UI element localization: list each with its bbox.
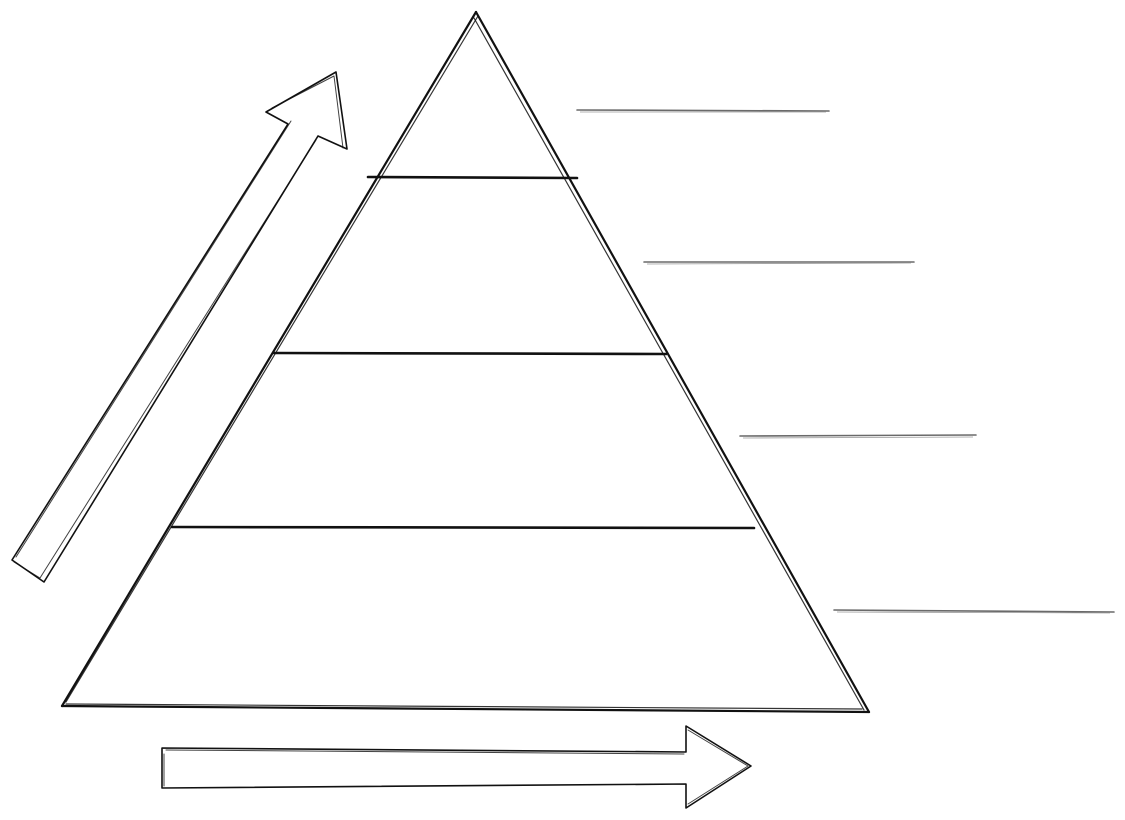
pyramid-left-edge-overstroke [65, 15, 479, 703]
tier-divider-1 [366, 175, 579, 180]
horizontal-arrow-overstroke [163, 729, 749, 805]
tier-dividers [170, 175, 756, 530]
tier-divider-3 [170, 525, 756, 530]
answer-blank-3[interactable] [739, 434, 977, 439]
answer-blanks [576, 109, 1115, 614]
answer-blank-4[interactable] [833, 609, 1115, 614]
pyramid-base-overstroke [65, 703, 863, 710]
diagonal-arrow-overstroke [13, 75, 344, 579]
pyramid-right-edge [474, 10, 871, 714]
horizontal-arrow-shape [161, 725, 752, 809]
answer-blank-1[interactable] [576, 109, 830, 113]
pyramid-base [60, 704, 871, 714]
pyramid-left-edge [60, 10, 478, 708]
answer-blank-2[interactable] [643, 261, 915, 265]
tier-divider-2 [272, 351, 668, 356]
horizontal-arrow [161, 725, 752, 809]
pyramid-outline [60, 10, 871, 714]
diagonal-arrow [11, 71, 348, 583]
diagonal-arrow-shaft [11, 71, 348, 583]
pyramid-right-edge-overstroke [473, 17, 865, 711]
